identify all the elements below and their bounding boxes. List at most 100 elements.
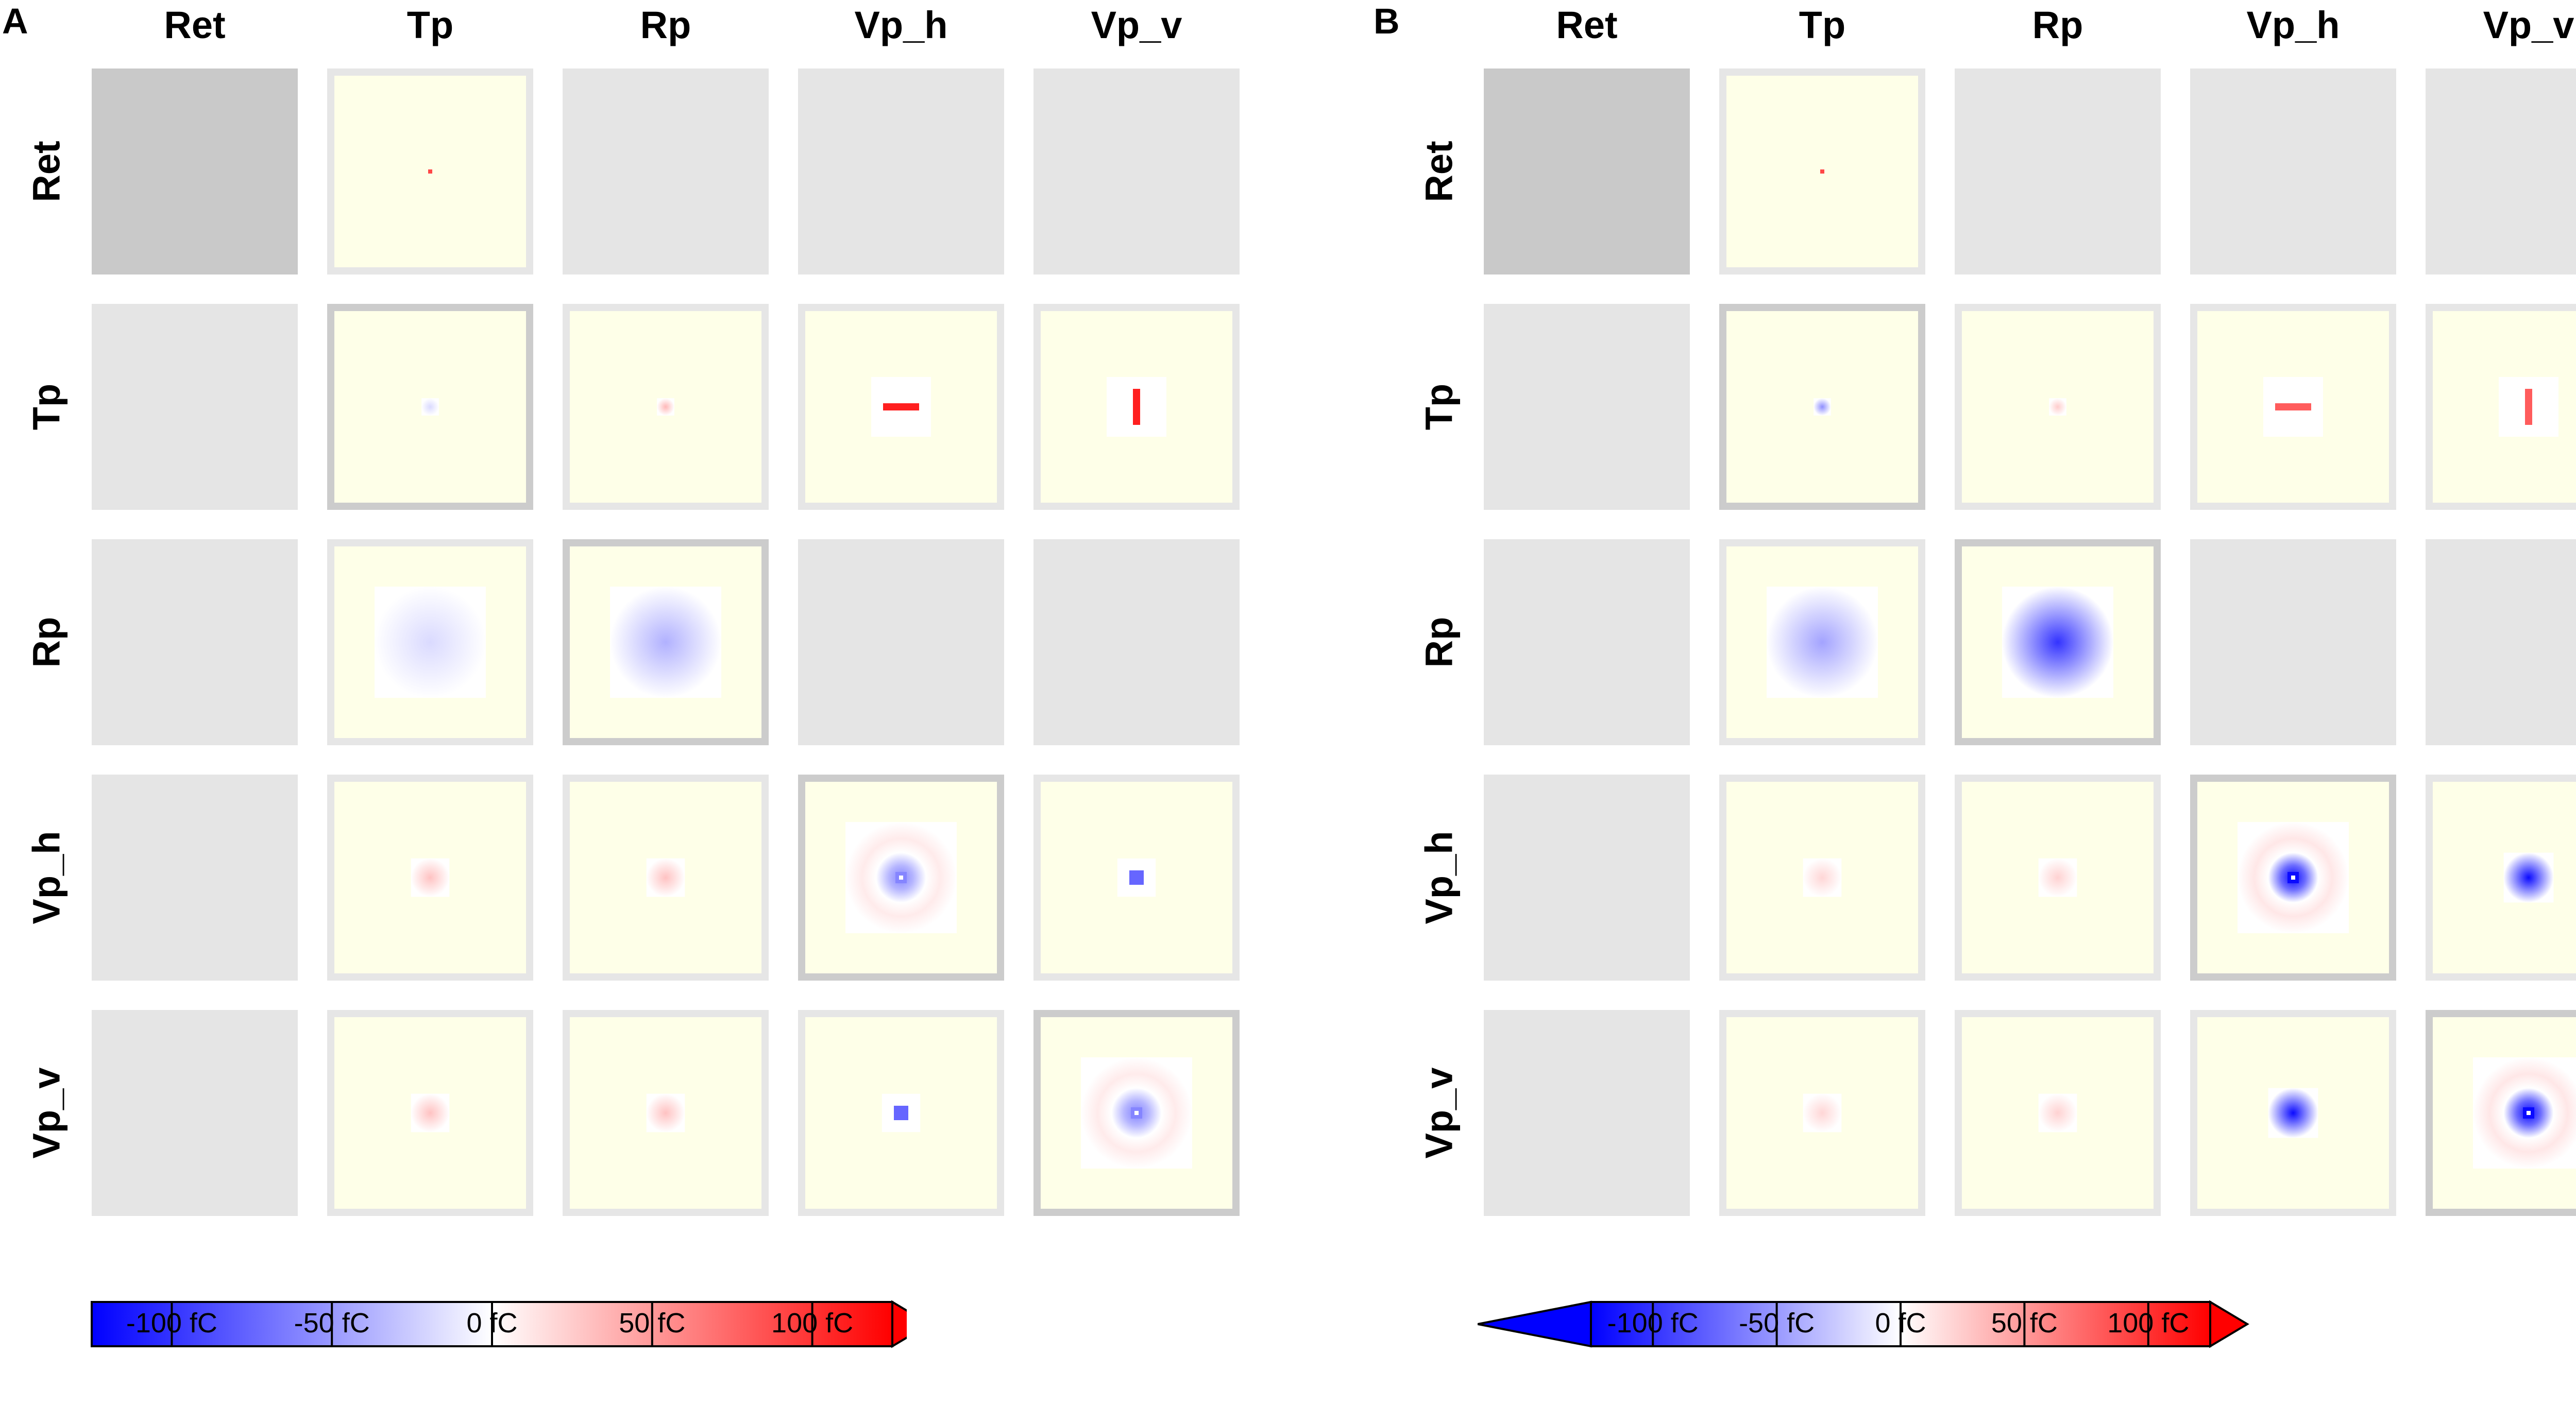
matrix-cell-input [1484, 68, 1690, 275]
column-label: Rp [640, 4, 691, 46]
matrix-cell-recurrent [2426, 1010, 2576, 1216]
matrix-cell-connection [327, 539, 533, 745]
kernel-plot [2268, 1088, 2318, 1138]
matrix-cell-connection [1033, 775, 1240, 981]
panel-letter: B [1374, 1, 1400, 41]
kernel-bar-horizontal [883, 403, 919, 410]
row-label-text: Ret [25, 141, 68, 202]
row-label-text: Rp [1417, 616, 1461, 668]
kernel-plot [2002, 587, 2113, 698]
colorbar [1478, 1300, 2249, 1348]
matrix-cell-recurrent [1719, 304, 1925, 510]
matrix-cell-recurrent [798, 775, 1004, 981]
kernel-plot [1820, 169, 1824, 174]
row-label-text: Vp_v [25, 1067, 68, 1159]
kernel-plot [2038, 858, 2077, 897]
kernel-blob [375, 587, 486, 698]
row-label-text: Tp [1417, 383, 1461, 431]
panel-a: A Ret Tp Rp Vp_h Vp_v Ret Tp Rp Vp_h Vp_v -100 fC… [0, 3, 1240, 1348]
matrix-cell-connection [1955, 775, 2161, 981]
matrix-cell-connection [2426, 304, 2576, 510]
kernel-plot [421, 398, 439, 416]
row-label: Tp [0, 304, 98, 510]
kernel-center-dot [2291, 876, 2295, 880]
matrix-cell-connection [327, 68, 533, 275]
matrix-cell-connection [1033, 304, 1240, 510]
matrix-cell-connection [327, 1010, 533, 1216]
kernel-plot [2238, 822, 2349, 933]
matrix-cell-connection [2190, 304, 2396, 510]
row-label: Rp [0, 539, 98, 745]
matrix-cell-empty [92, 304, 298, 510]
kernel-center [1129, 870, 1144, 885]
column-label: Ret [1556, 4, 1618, 46]
matrix-cell-recurrent [1033, 1010, 1240, 1216]
colorbar-tick-label: 0 fC [466, 1308, 518, 1339]
row-label-text: Rp [25, 616, 68, 668]
matrix-cell-empty [798, 539, 1004, 745]
kernel-plot [2499, 377, 2558, 437]
column-label: Tp [406, 4, 454, 46]
colorbar-tick-label: 100 fC [2107, 1308, 2190, 1339]
kernel-center-dot [2527, 1111, 2531, 1115]
matrix-cell-empty [92, 1010, 298, 1216]
matrix-cell-empty [2426, 68, 2576, 275]
matrix-cell-connection [563, 775, 769, 981]
matrix-cell-connection [2426, 775, 2576, 981]
matrix-cell-empty [2190, 539, 2396, 745]
row-label: Vp_v [0, 1010, 98, 1216]
kernel-blob [1767, 587, 1878, 698]
kernel-dot [428, 169, 432, 174]
row-label: Tp [1387, 304, 1490, 510]
kernel-blob [2038, 1093, 2077, 1133]
kernel-blob [2038, 858, 2077, 897]
column-label: Ret [164, 4, 226, 46]
kernel-plot [1803, 858, 1842, 897]
kernel-plot [2473, 1057, 2576, 1169]
kernel-plot [646, 858, 685, 897]
kernel-blob [2503, 852, 2554, 903]
matrix-cell-empty [92, 775, 298, 981]
kernel-blob [1814, 398, 1831, 416]
kernel-plot [882, 1093, 921, 1133]
column-label: Rp [2032, 4, 2083, 46]
kernel-bar-vertical [1133, 389, 1140, 425]
matrix-cell-empty [563, 68, 769, 275]
colorbar-tick-label: 50 fC [619, 1308, 686, 1339]
matrix-cell-connection [798, 304, 1004, 510]
column-label: Vp_h [854, 4, 948, 46]
row-label: Rp [1387, 539, 1490, 745]
row-label: Vp_h [0, 775, 98, 981]
kernel-plot [1803, 1093, 1842, 1133]
matrix-cell-empty [2426, 539, 2576, 745]
kernel-blob [610, 587, 721, 698]
matrix-cell-connection [1719, 68, 1925, 275]
kernel-plot [1081, 1057, 1192, 1169]
colorbar-tick-label: -50 fC [294, 1308, 370, 1339]
kernel-plot [610, 587, 721, 698]
column-label: Tp [1799, 4, 1846, 46]
matrix-cell-empty [1033, 68, 1240, 275]
matrix-cell-connection [1955, 304, 2161, 510]
matrix-cell-connection [1719, 775, 1925, 981]
kernel-center [894, 1106, 908, 1120]
colorbar-tick-label: 100 fC [771, 1308, 854, 1339]
kernel-dot [1820, 169, 1824, 174]
kernel-plot [2038, 1093, 2077, 1133]
row-label: Ret [0, 68, 98, 275]
colorbar-tick-label: 0 fC [1875, 1308, 1926, 1339]
row-label-text: Vp_v [1417, 1067, 1461, 1159]
matrix-cell-empty [1484, 1010, 1690, 1216]
panel-b: B Ret Tp Rp Vp_h Vp_v Ret Tp Rp Vp_h Vp_v -100 fC… [1318, 0, 2576, 1386]
colorbar [91, 1300, 907, 1348]
kernel-plot [2263, 377, 2323, 437]
colorbar-tick-label: -50 fC [1739, 1308, 1815, 1339]
matrix-cell-empty [1955, 68, 2161, 275]
row-label-text: Ret [1417, 141, 1461, 202]
matrix-cell-empty [1484, 304, 1690, 510]
kernel-blob [421, 398, 439, 416]
matrix-cell-recurrent [2190, 775, 2396, 981]
column-label: Vp_v [1091, 4, 1182, 46]
colorbar-extend-max [891, 1300, 907, 1348]
kernel-bar-vertical [2525, 389, 2532, 425]
